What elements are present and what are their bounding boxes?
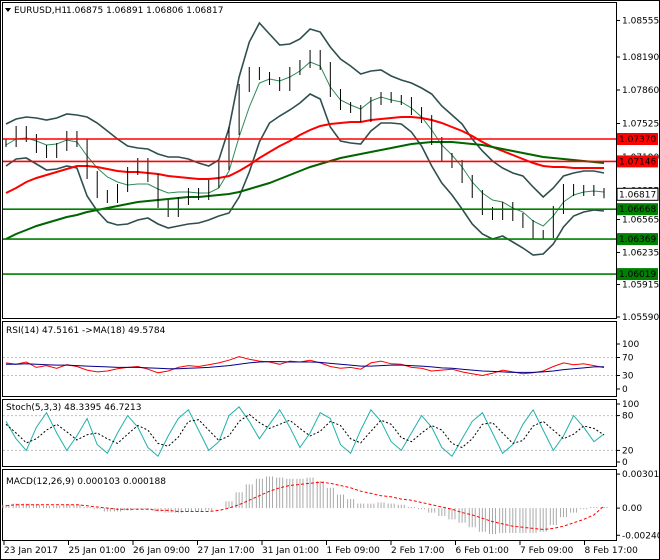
rsi-axis-tick-label: 30 [622,372,634,382]
rsi-ma-line [6,361,605,373]
x-tick-label: 8 Feb 17:00 [585,546,639,556]
level-label: 1.06668 [619,205,656,215]
price-axis-tick-label: 1.08555 [622,17,659,27]
rsi-pane: 100 70 30 0 [3,340,639,395]
price-axis-tick-label: 1.08190 [622,53,659,63]
level-label: 1.06019 [619,270,656,280]
current-price-label: 1.06817 [619,190,656,200]
current-price-box [616,187,659,201]
stoch-axis-tick-label: 100 [622,400,639,410]
x-axis: 23 Jan 2017 25 Jan 01:00 26 Jan 09:00 27 Ja… [3,541,639,556]
price-pane: 1.085551.081901.078601.075251.071901.068… [3,17,659,323]
x-tick-label: 6 Feb 01:00 [456,546,510,556]
rsi-axis-tick-label: 70 [622,354,634,364]
price-axis-tick-label: 1.07525 [622,120,659,130]
level-label-box [617,233,658,246]
rsi-axis-tick-label: 100 [622,340,639,350]
rsi-axis-tick-label: 0 [622,385,628,395]
macd-axis-tick-label: -0.002409 [622,531,660,541]
rsi-pane-border [2,321,617,397]
stoch-pane: 100 80 20 0 [3,400,639,468]
price-axis-tick-label: 1.05915 [622,281,659,291]
x-tick-label: 31 Jan 01:00 [262,546,319,556]
macd-axis-tick-label: 0.003016 [622,470,660,480]
x-tick-label: 2 Feb 17:00 [391,546,445,556]
rsi-line [5,356,605,377]
macd-title: MACD(12,26,9) 0.000103 0.000188 [6,477,166,487]
level-label: 1.07370 [619,135,656,145]
macd-pane: 0.003016 0.00 -0.002409 [2,470,660,541]
price-axis-tick-label: 1.06235 [622,249,659,259]
x-tick-label: 27 Jan 17:00 [198,546,255,556]
x-tick-label: 25 Jan 01:00 [69,546,126,556]
x-tick-label: 23 Jan 2017 [4,546,58,556]
price-axis-tick-label: 1.07860 [622,86,659,96]
dropdown-triangle-icon[interactable] [5,8,11,12]
price-axis-tick-label: 1.06565 [622,216,659,226]
fast-ma-line [5,61,605,227]
stoch-title: Stoch(5,3,3) 48.3395 46.7213 [6,403,141,413]
rsi-title: RSI(14) 47.5161 ->MA(18) 49.5784 [6,326,166,336]
stoch-axis-tick-label: 20 [622,446,634,456]
level-label-box [617,133,658,145]
macd-axis-tick-label: 0.00 [622,504,642,514]
price-axis-tick-label: 1.05590 [622,313,659,323]
bollinger-lower-line [5,93,605,256]
x-tick-label: 1 Feb 09:00 [327,546,381,556]
stoch-pane-border [2,399,617,467]
stoch-axis-tick-label: 0 [622,458,628,468]
x-tick-label: 26 Jan 09:00 [133,546,190,556]
stoch-signal-line [5,413,605,449]
price-pane-border [2,2,617,319]
bollinger-upper-line [5,21,605,199]
slow-ma-green-line [5,141,605,240]
level-label-box [617,203,658,216]
x-tick-label: 7 Feb 09:00 [520,546,574,556]
ohlc-values: 1.06875 1.06891 1.06806 1.06817 [66,6,223,16]
level-label: 1.07146 [619,157,656,167]
slow-ma-red-line [5,116,604,194]
level-label-box [617,155,658,168]
stoch-axis-tick-label: 80 [622,412,634,422]
level-label: 1.06369 [619,235,656,245]
stoch-main-line [5,406,605,457]
symbol-label: EURUSD,H1 [14,6,67,16]
level-label-box [617,268,658,281]
